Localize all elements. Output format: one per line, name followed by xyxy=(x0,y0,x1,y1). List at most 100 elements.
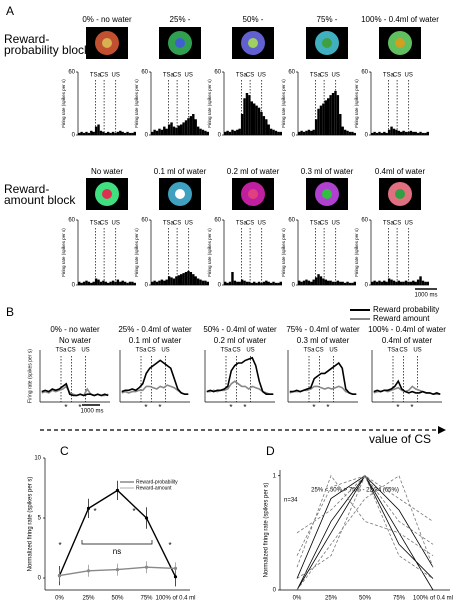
y-tick-label: 10 xyxy=(34,456,41,462)
histogram-bar xyxy=(255,105,258,135)
event-label: CS xyxy=(100,73,108,79)
point xyxy=(86,506,91,510)
histogram-bar xyxy=(240,279,244,285)
annotation: * xyxy=(132,507,135,516)
histogram-bar xyxy=(307,280,311,285)
y-axis-label: Normalized firing rate (spikes per s) xyxy=(264,483,270,578)
histogram-bar xyxy=(380,281,384,285)
histogram-bar xyxy=(385,132,388,135)
event-label: CS xyxy=(100,221,108,227)
histogram-bar xyxy=(331,281,335,285)
y-tick-label: 60 xyxy=(141,218,148,224)
event-label: CS xyxy=(393,221,401,227)
event-label: TSa xyxy=(55,348,67,354)
histogram-bar xyxy=(163,126,166,135)
histogram-bar xyxy=(80,131,83,135)
histogram-bar xyxy=(348,282,352,285)
histogram-bar xyxy=(339,281,342,285)
histogram-bar xyxy=(133,282,136,285)
histogram-bar xyxy=(319,276,323,285)
x-tick-label: 0% xyxy=(55,596,64,602)
histogram-bar xyxy=(409,281,413,285)
histogram-bar xyxy=(160,279,164,285)
condition-label: 50% - xyxy=(243,15,264,24)
y-tick-label: 0 xyxy=(38,576,42,582)
histogram-bar xyxy=(346,281,349,285)
y-tick-label: 0 xyxy=(365,133,369,139)
event-label: CS xyxy=(173,221,181,227)
histogram-bar xyxy=(407,131,410,135)
y-axis-label: Firing rate (spikes per s) xyxy=(61,79,66,128)
histogram-bar xyxy=(334,90,337,135)
plot-label: 75% - 0.4ml of water xyxy=(286,325,360,334)
histogram-bar xyxy=(99,130,103,135)
annotation: * xyxy=(58,541,61,550)
histogram-bar xyxy=(341,281,344,285)
histogram-bar xyxy=(327,280,330,285)
histogram-bar xyxy=(155,281,159,285)
probability-line xyxy=(373,379,441,396)
histogram-bar xyxy=(419,276,422,285)
histogram-bar xyxy=(184,272,188,285)
histogram-bar xyxy=(371,132,374,135)
event-label: TSa xyxy=(236,73,248,79)
y-tick-label: 60 xyxy=(68,218,75,224)
histogram-bar xyxy=(94,278,98,285)
histogram-bar xyxy=(322,103,325,135)
panel-label: B xyxy=(6,305,14,319)
histogram-bar xyxy=(302,280,306,285)
histogram-bar xyxy=(310,130,313,135)
y-tick-label: 5 xyxy=(38,516,42,522)
histogram-bar xyxy=(99,281,103,285)
scale-bar-label: 1000 ms xyxy=(80,409,103,415)
histogram-bar xyxy=(351,131,354,135)
histogram-bar xyxy=(109,132,112,135)
histogram-bar xyxy=(119,130,122,135)
histogram-bar xyxy=(177,275,180,285)
histogram-bar xyxy=(104,132,107,135)
y-axis-label: Firing rate (spikes per s) xyxy=(354,228,359,277)
histogram-bar xyxy=(351,282,354,285)
histogram-bar xyxy=(262,281,266,285)
amount-line xyxy=(121,384,189,395)
histogram-bar xyxy=(175,276,178,285)
point xyxy=(173,566,178,571)
event-label: TSa xyxy=(387,348,399,354)
histogram-bar xyxy=(404,131,408,135)
histogram-bar xyxy=(250,282,253,285)
condition-label: 0% - no water xyxy=(82,15,132,24)
histogram-bar xyxy=(373,280,376,285)
histogram-bar xyxy=(402,281,405,285)
histogram-bar xyxy=(104,281,107,285)
histogram-bar xyxy=(114,132,117,135)
histogram-bar xyxy=(187,270,190,285)
histogram-bar xyxy=(155,130,159,135)
histogram-bar xyxy=(392,128,396,135)
histogram-bar xyxy=(123,132,127,135)
histogram-bar xyxy=(392,280,396,285)
event-label: CS xyxy=(173,73,181,79)
histogram-bar xyxy=(201,280,205,285)
histogram-bar xyxy=(151,281,154,285)
histogram-bar xyxy=(385,281,388,285)
histogram-bar xyxy=(274,282,278,285)
event-label: CS xyxy=(320,73,328,79)
histogram-bar xyxy=(371,281,374,285)
arrow-label: value of CS xyxy=(369,432,431,446)
histogram-bar xyxy=(272,129,275,135)
histogram-bar xyxy=(231,272,234,285)
histogram-bar xyxy=(123,281,127,285)
histogram-bar xyxy=(111,131,115,135)
y-tick-label: 60 xyxy=(68,70,75,76)
event-label: US xyxy=(405,73,413,79)
event-label: TSa xyxy=(236,221,248,227)
plot-label: 0% - no water xyxy=(50,325,100,334)
histogram-bar xyxy=(128,281,132,285)
histogram-bar xyxy=(269,282,273,285)
event-label: US xyxy=(161,348,169,354)
x-tick-label: 100% of 0.4 ml xyxy=(155,596,195,602)
significance-star: * xyxy=(312,403,315,412)
event-label: US xyxy=(112,73,120,79)
histogram-bar xyxy=(277,131,280,135)
plot-label: 100% - 0.4ml of water xyxy=(368,325,446,334)
